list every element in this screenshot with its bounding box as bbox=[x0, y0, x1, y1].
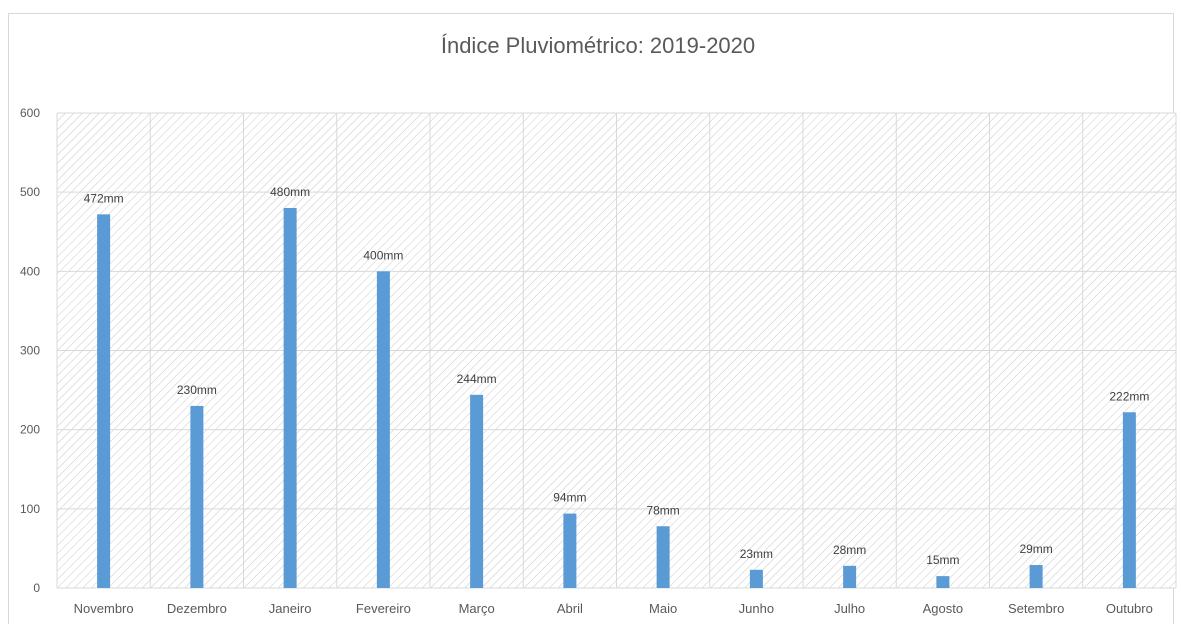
data-label: 400mm bbox=[363, 248, 403, 262]
data-label: 480mm bbox=[270, 185, 310, 199]
y-tick-label: 300 bbox=[20, 344, 40, 358]
bar-agosto bbox=[936, 576, 950, 588]
data-label: 29mm bbox=[1019, 542, 1052, 556]
x-category-label: Outubro bbox=[1106, 601, 1153, 616]
data-label: 15mm bbox=[926, 553, 959, 567]
x-category-label: Março bbox=[459, 601, 495, 616]
y-tick-label: 200 bbox=[20, 423, 40, 437]
x-category-label: Janeiro bbox=[269, 601, 312, 616]
x-category-label: Maio bbox=[649, 601, 677, 616]
data-label: 94mm bbox=[553, 491, 586, 505]
x-category-label: Fevereiro bbox=[356, 601, 411, 616]
x-category-label: Abril bbox=[557, 601, 583, 616]
bar-setembro bbox=[1029, 565, 1043, 588]
x-category-label: Novembro bbox=[74, 601, 134, 616]
bar-dezembro bbox=[190, 405, 204, 588]
chart-title: Índice Pluviométrico: 2019-2020 bbox=[441, 33, 755, 58]
data-label: 28mm bbox=[833, 543, 866, 557]
y-tick-label: 500 bbox=[20, 185, 40, 199]
x-category-label: Dezembro bbox=[167, 601, 227, 616]
bar-junho bbox=[749, 569, 763, 588]
bar-novembro bbox=[97, 214, 111, 589]
y-tick-label: 600 bbox=[20, 106, 40, 120]
x-category-label: Agosto bbox=[923, 601, 963, 616]
data-label: 230mm bbox=[177, 383, 217, 397]
data-label: 244mm bbox=[457, 372, 497, 386]
x-category-label: Julho bbox=[834, 601, 865, 616]
bar-janeiro bbox=[283, 208, 297, 588]
bar-outubro bbox=[1122, 412, 1136, 588]
bar-fevereiro bbox=[376, 271, 390, 588]
data-label: 23mm bbox=[740, 547, 773, 561]
data-label: 78mm bbox=[646, 503, 679, 517]
bar-mar-o bbox=[470, 394, 484, 588]
data-label: 472mm bbox=[84, 191, 124, 205]
bar-abril bbox=[563, 513, 577, 588]
x-category-label: Setembro bbox=[1008, 601, 1064, 616]
y-tick-label: 100 bbox=[20, 502, 40, 516]
y-tick-label: 400 bbox=[20, 264, 40, 278]
x-category-label: Junho bbox=[739, 601, 774, 616]
y-tick-label: 0 bbox=[33, 581, 40, 595]
bar-julho bbox=[843, 565, 857, 588]
data-label: 222mm bbox=[1109, 389, 1149, 403]
bar-maio bbox=[656, 526, 670, 588]
